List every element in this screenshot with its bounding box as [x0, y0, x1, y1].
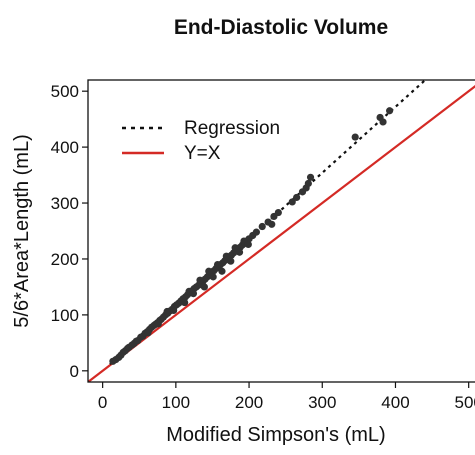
- data-point: [189, 290, 198, 298]
- data-point: [154, 320, 162, 328]
- data-point: [213, 260, 222, 269]
- y-tick-label: 400: [51, 138, 79, 157]
- x-tick-label: 400: [381, 393, 409, 412]
- y-tick-label: 300: [51, 194, 79, 213]
- data-point: [227, 257, 235, 265]
- data-point: [379, 118, 387, 126]
- data-point: [293, 193, 301, 202]
- y-tick-label: 0: [70, 362, 79, 381]
- chart-title: End-Diastolic Volume: [174, 16, 388, 39]
- data-point: [170, 306, 178, 315]
- data-point: [181, 298, 189, 307]
- data-point: [244, 240, 252, 249]
- x-tick-label: 500: [454, 393, 475, 412]
- x-axis-label: Modified Simpson's (mL): [166, 424, 385, 446]
- data-point: [231, 244, 239, 252]
- data-point: [205, 267, 213, 275]
- plot-points: [109, 107, 394, 365]
- x-tick-label: 200: [235, 393, 263, 412]
- y-axis-label: 5/6*Area*Length (mL): [11, 134, 33, 327]
- x-tick-label: 300: [308, 393, 336, 412]
- data-point: [218, 267, 226, 275]
- data-point: [386, 107, 394, 115]
- data-point: [288, 198, 296, 206]
- legend-regression-label: Regression: [184, 118, 280, 139]
- x-tick-label: 0: [98, 393, 107, 412]
- legend: Regression Y=X: [122, 118, 280, 164]
- data-point: [274, 208, 282, 217]
- data-point: [144, 329, 152, 337]
- data-point: [351, 133, 359, 141]
- x-tick-label: 100: [162, 393, 190, 412]
- plot-frame: [87, 79, 475, 383]
- data-point: [306, 173, 315, 181]
- data-point: [258, 222, 266, 231]
- x-axis-ticks: 0 100 200 300 400 500: [98, 382, 475, 412]
- y-tick-label: 200: [51, 250, 79, 269]
- y-axis-ticks: 0 100 200 300 400 500: [51, 82, 88, 381]
- data-point: [163, 307, 171, 316]
- data-point: [196, 276, 204, 284]
- data-point: [222, 252, 230, 260]
- y-tick-label: 500: [51, 82, 79, 101]
- data-point: [304, 179, 312, 188]
- data-point: [252, 228, 260, 236]
- data-point: [209, 273, 217, 281]
- data-point: [200, 283, 208, 291]
- legend-identity-label: Y=X: [184, 143, 221, 164]
- data-point: [235, 248, 244, 256]
- identity-line: [88, 84, 475, 382]
- y-tick-label: 100: [51, 306, 79, 325]
- data-point: [268, 220, 276, 228]
